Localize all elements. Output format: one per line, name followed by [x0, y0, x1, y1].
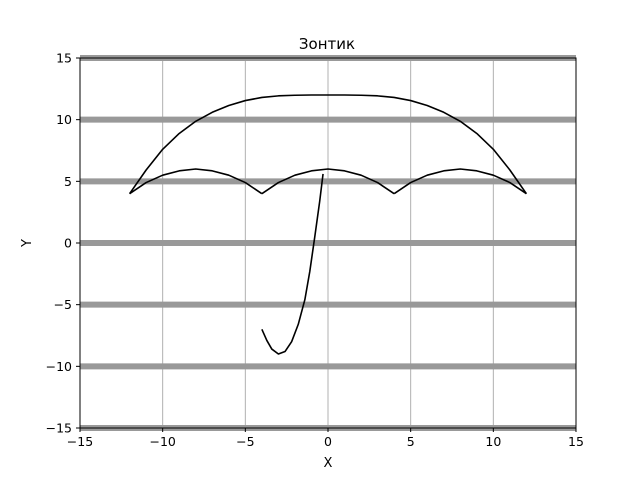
grid [79, 55, 577, 431]
x-tick-label: 10 [485, 434, 501, 449]
y-tick-label: 15 [56, 51, 72, 66]
series-group [128, 94, 528, 355]
x-tick-label: 5 [407, 434, 415, 449]
ticks: −15 −10 −5 0 5 10 15 −15 −10 −5 0 5 10 15 [46, 51, 584, 450]
x-tick-label: 0 [324, 434, 332, 449]
x-axis-label: X [324, 456, 333, 471]
x-tick-label: −10 [149, 434, 175, 449]
y-tick-label: 10 [56, 112, 72, 127]
series-line-1 [128, 94, 528, 195]
x-tick-label: −5 [236, 434, 254, 449]
y-tick-label: 0 [64, 236, 72, 251]
y-axis-label: Y [20, 239, 35, 248]
series-line-2 [129, 168, 263, 195]
y-tick-label: −15 [46, 421, 72, 436]
x-tick-label: −15 [67, 434, 93, 449]
series-line-3 [261, 168, 395, 195]
series-line-4 [393, 168, 527, 195]
x-tick-label: 15 [568, 434, 584, 449]
y-tick-label: −10 [46, 359, 72, 374]
series-line-5 [261, 173, 324, 355]
y-tick-label: 5 [64, 174, 72, 189]
chart-title: Зонтик [299, 35, 355, 53]
y-tick-label: −5 [54, 297, 72, 312]
